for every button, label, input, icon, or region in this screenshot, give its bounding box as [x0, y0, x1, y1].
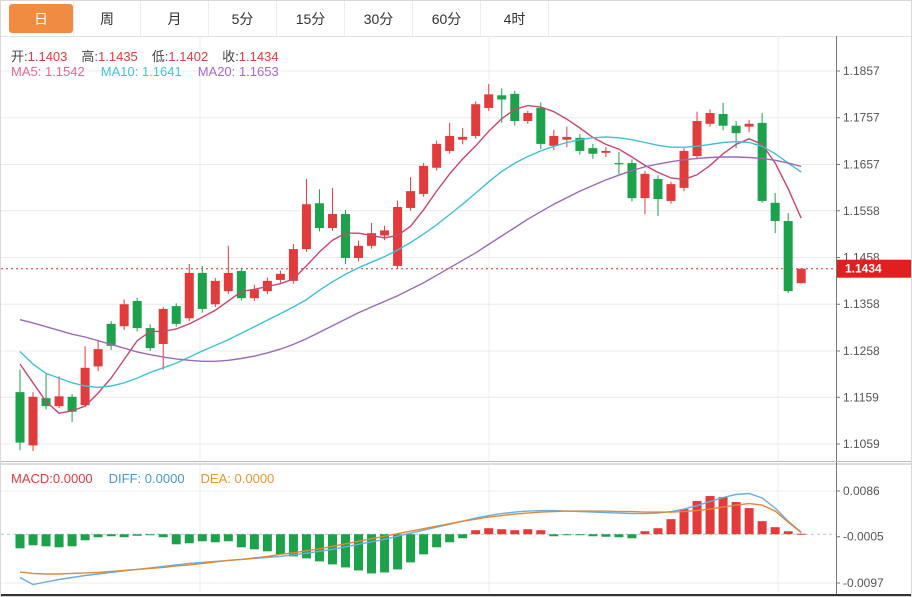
candles-layer [15, 84, 806, 452]
svg-text:1.1434: 1.1434 [845, 262, 882, 276]
svg-text:1.1159: 1.1159 [843, 390, 879, 404]
tab-60min[interactable]: 60分 [413, 1, 481, 36]
grid [1, 36, 836, 461]
ma20-line [19, 156, 802, 362]
kline-chart[interactable]: 1.18571.17571.16571.15581.14581.13581.12… [1, 36, 912, 463]
svg-text:1.1857: 1.1857 [843, 64, 880, 78]
current-price-marker: 1.1434 [837, 259, 911, 278]
tab-week[interactable]: 周 [73, 1, 141, 36]
svg-text:1.1757: 1.1757 [843, 111, 880, 125]
ma10-line [19, 136, 802, 389]
svg-text:-0.0097: -0.0097 [843, 576, 884, 590]
tab-day[interactable]: 日 [9, 4, 73, 33]
svg-text:0.0086: 0.0086 [843, 484, 880, 498]
svg-text:1.1657: 1.1657 [843, 157, 880, 171]
svg-text:1.1558: 1.1558 [843, 204, 880, 218]
ma5-line [19, 104, 802, 414]
macd-axis-labels: 0.0086 -0.0005 -0.0097 [1, 463, 911, 596]
price-axis-labels: 1.18571.17571.16571.15581.14581.13581.12… [1, 36, 911, 463]
macd-chart[interactable]: 0.0086 -0.0005 -0.0097 [1, 463, 912, 597]
svg-text:1.1258: 1.1258 [843, 344, 880, 358]
tab-15min[interactable]: 15分 [277, 1, 345, 36]
tab-month[interactable]: 月 [141, 1, 209, 36]
svg-text:-0.0005: -0.0005 [843, 530, 884, 544]
tab-30min[interactable]: 30分 [345, 1, 413, 36]
tab-4hour[interactable]: 4时 [481, 1, 549, 36]
svg-text:1.1059: 1.1059 [843, 437, 880, 451]
tab-5min[interactable]: 5分 [209, 1, 277, 36]
timeframe-tabbar: 日周月 5分 15分 30分 60分 4时 [1, 1, 911, 37]
svg-text:1.1358: 1.1358 [843, 297, 880, 311]
dea-line [19, 502, 802, 575]
